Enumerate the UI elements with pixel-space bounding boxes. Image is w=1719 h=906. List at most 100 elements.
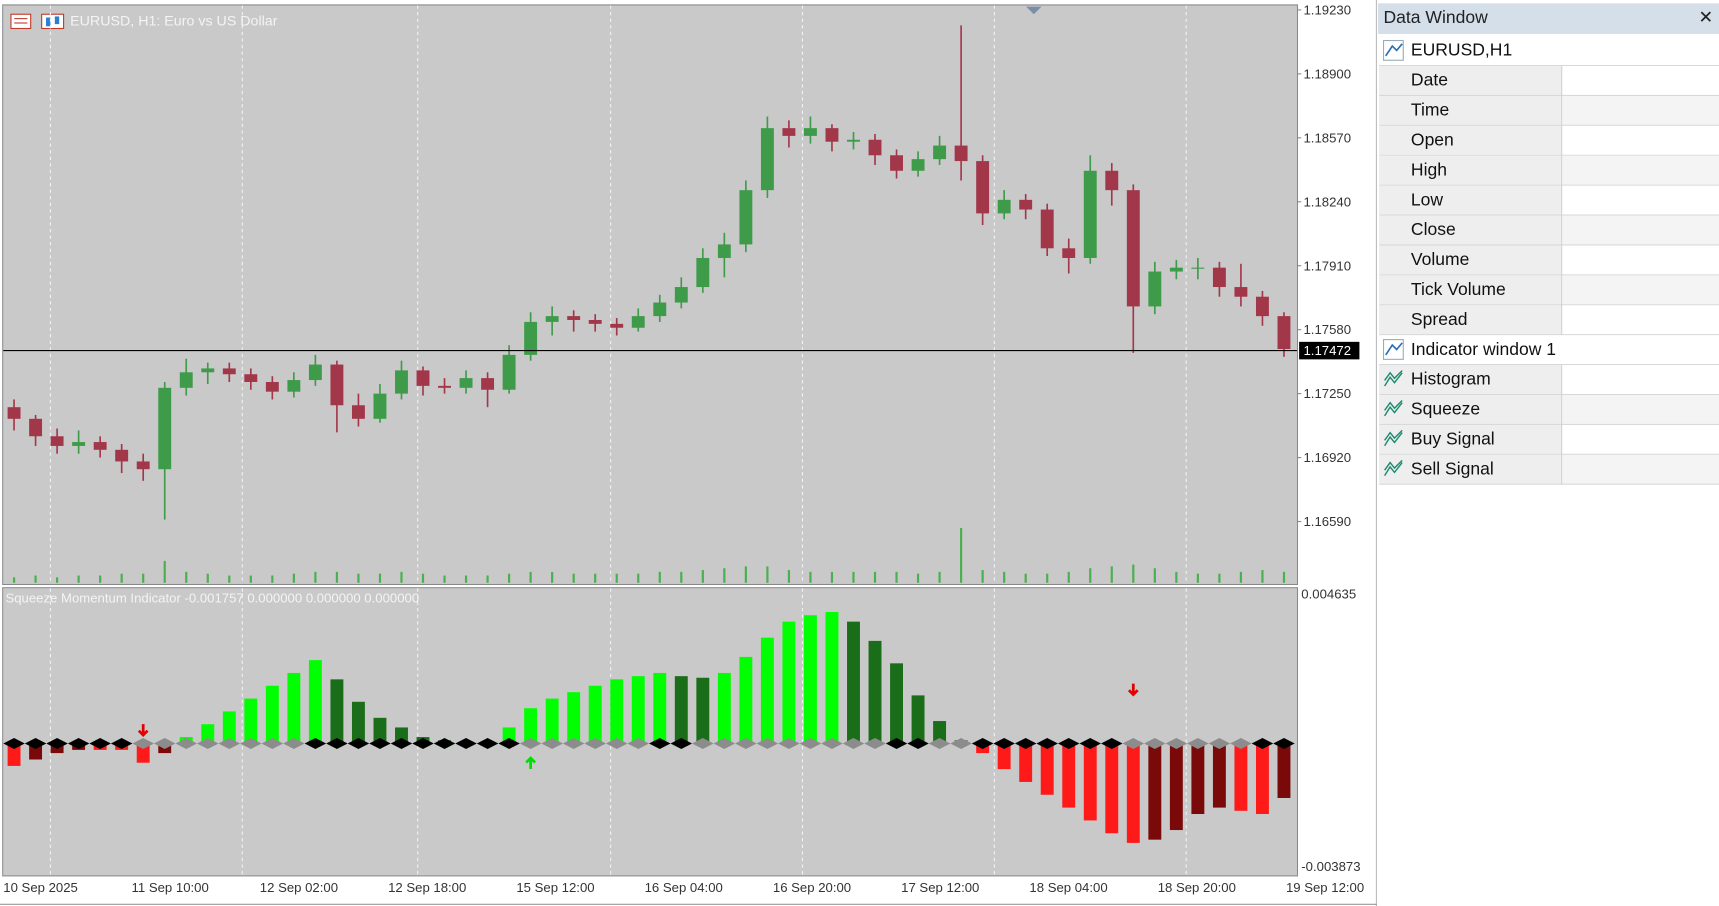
squeeze-dot	[1187, 738, 1209, 749]
candle-body	[373, 393, 387, 419]
squeeze-dot	[584, 738, 606, 749]
row-value-cell	[1562, 155, 1719, 185]
squeeze-dot	[240, 738, 262, 749]
squeeze-dot	[412, 738, 434, 749]
histogram-bar	[1234, 743, 1248, 811]
candle-body	[567, 316, 581, 320]
candle-body	[201, 368, 215, 373]
histogram-bar	[1019, 743, 1033, 782]
histogram-bar	[244, 698, 258, 744]
candle-body	[653, 302, 667, 317]
candle-body	[136, 461, 150, 470]
squeeze-dot	[498, 738, 520, 749]
squeeze-dot	[175, 738, 198, 749]
histogram-bar	[1169, 743, 1183, 831]
volume-bar	[443, 575, 446, 583]
indicator-label: Squeeze Momentum Indicator -0.001757 0.0…	[5, 591, 419, 606]
current-price-label: 1.17472	[1304, 343, 1352, 358]
close-button[interactable]: ✕	[1698, 7, 1713, 27]
volume-bar	[1046, 573, 1049, 583]
squeeze-dot	[1273, 738, 1295, 749]
histogram-bar	[351, 701, 365, 744]
histogram-bar	[330, 679, 344, 744]
histogram-bar	[1277, 743, 1291, 798]
volume-bar	[938, 571, 941, 583]
row-label-cell	[1379, 395, 1562, 424]
row-label-cell	[1379, 365, 1562, 394]
volume-bar	[1261, 570, 1264, 583]
candle-body	[330, 364, 344, 406]
candle-body	[29, 418, 43, 437]
row-value-cell	[1562, 454, 1719, 484]
row-value-cell	[1562, 275, 1719, 305]
row-icon	[1384, 370, 1403, 387]
volume-bar	[34, 575, 37, 583]
data-window-title: Data Window	[1384, 7, 1489, 27]
volume-bar	[766, 566, 769, 583]
squeeze-dot	[132, 738, 154, 749]
row-label: Spread	[1411, 309, 1468, 329]
squeeze-dot	[756, 738, 779, 749]
volume-bar	[529, 571, 532, 583]
squeeze-dot	[993, 738, 1015, 749]
price-tick-label: 1.17910	[1304, 258, 1352, 273]
histogram-bar	[760, 637, 774, 744]
row-label: Date	[1411, 70, 1448, 90]
candle-body	[1255, 296, 1269, 317]
candle-body	[1083, 170, 1097, 258]
histogram-bar	[136, 743, 150, 763]
histogram-bar	[373, 717, 387, 744]
candle-body	[1234, 287, 1248, 297]
candle-body	[179, 372, 193, 388]
volume-bar	[1218, 573, 1221, 583]
squeeze-dot	[390, 738, 413, 749]
row-value-cell	[1562, 424, 1719, 454]
squeeze-dot	[541, 738, 563, 749]
candle-body	[115, 449, 129, 462]
candle-body	[50, 436, 64, 446]
indicator-frame	[2, 587, 1299, 877]
candle-body	[502, 354, 516, 390]
volume-bar	[723, 568, 726, 583]
row-icon	[1384, 459, 1403, 477]
row-label-cell	[1379, 424, 1562, 454]
squeeze-dot	[67, 738, 90, 749]
candle-body	[72, 442, 86, 446]
histogram-bar	[588, 685, 602, 744]
time-label: 12 Sep 18:00	[388, 880, 466, 895]
time-label: 17 Sep 12:00	[901, 880, 979, 895]
row-icon	[1384, 400, 1403, 417]
sell-arrow	[137, 724, 149, 738]
squeeze-dot	[153, 738, 176, 749]
squeeze-dot	[110, 738, 133, 749]
volume-bar	[787, 570, 791, 583]
price-tick-label: 1.18570	[1304, 130, 1352, 145]
histogram-bar	[631, 676, 645, 744]
row-value-cell	[1562, 185, 1719, 215]
volume-bar	[572, 573, 575, 583]
squeeze-dot	[778, 738, 800, 749]
volume-bar	[551, 571, 554, 583]
squeeze-dot	[605, 738, 628, 749]
squeeze-dot	[3, 738, 25, 749]
candle-body	[976, 161, 990, 214]
squeeze-dot	[1101, 738, 1123, 749]
candle-body	[760, 128, 774, 191]
volume-bar	[701, 570, 704, 583]
candle-body	[847, 139, 860, 142]
volume-bar	[916, 573, 920, 583]
scroll-marker	[1026, 6, 1042, 15]
histogram-bar	[674, 676, 688, 744]
row-label: Histogram	[1411, 369, 1491, 389]
candle-body	[803, 128, 817, 136]
row-label: Close	[1411, 219, 1456, 239]
histogram-bar	[29, 743, 43, 760]
squeeze-dot	[197, 738, 219, 749]
row-label: Squeeze	[1411, 399, 1480, 419]
icon	[46, 17, 51, 27]
squeeze-dot	[283, 738, 305, 749]
squeeze-dot	[261, 738, 284, 749]
price-tick-label: 1.17250	[1304, 386, 1352, 401]
indicator-tick-label: -0.003873	[1301, 859, 1360, 874]
